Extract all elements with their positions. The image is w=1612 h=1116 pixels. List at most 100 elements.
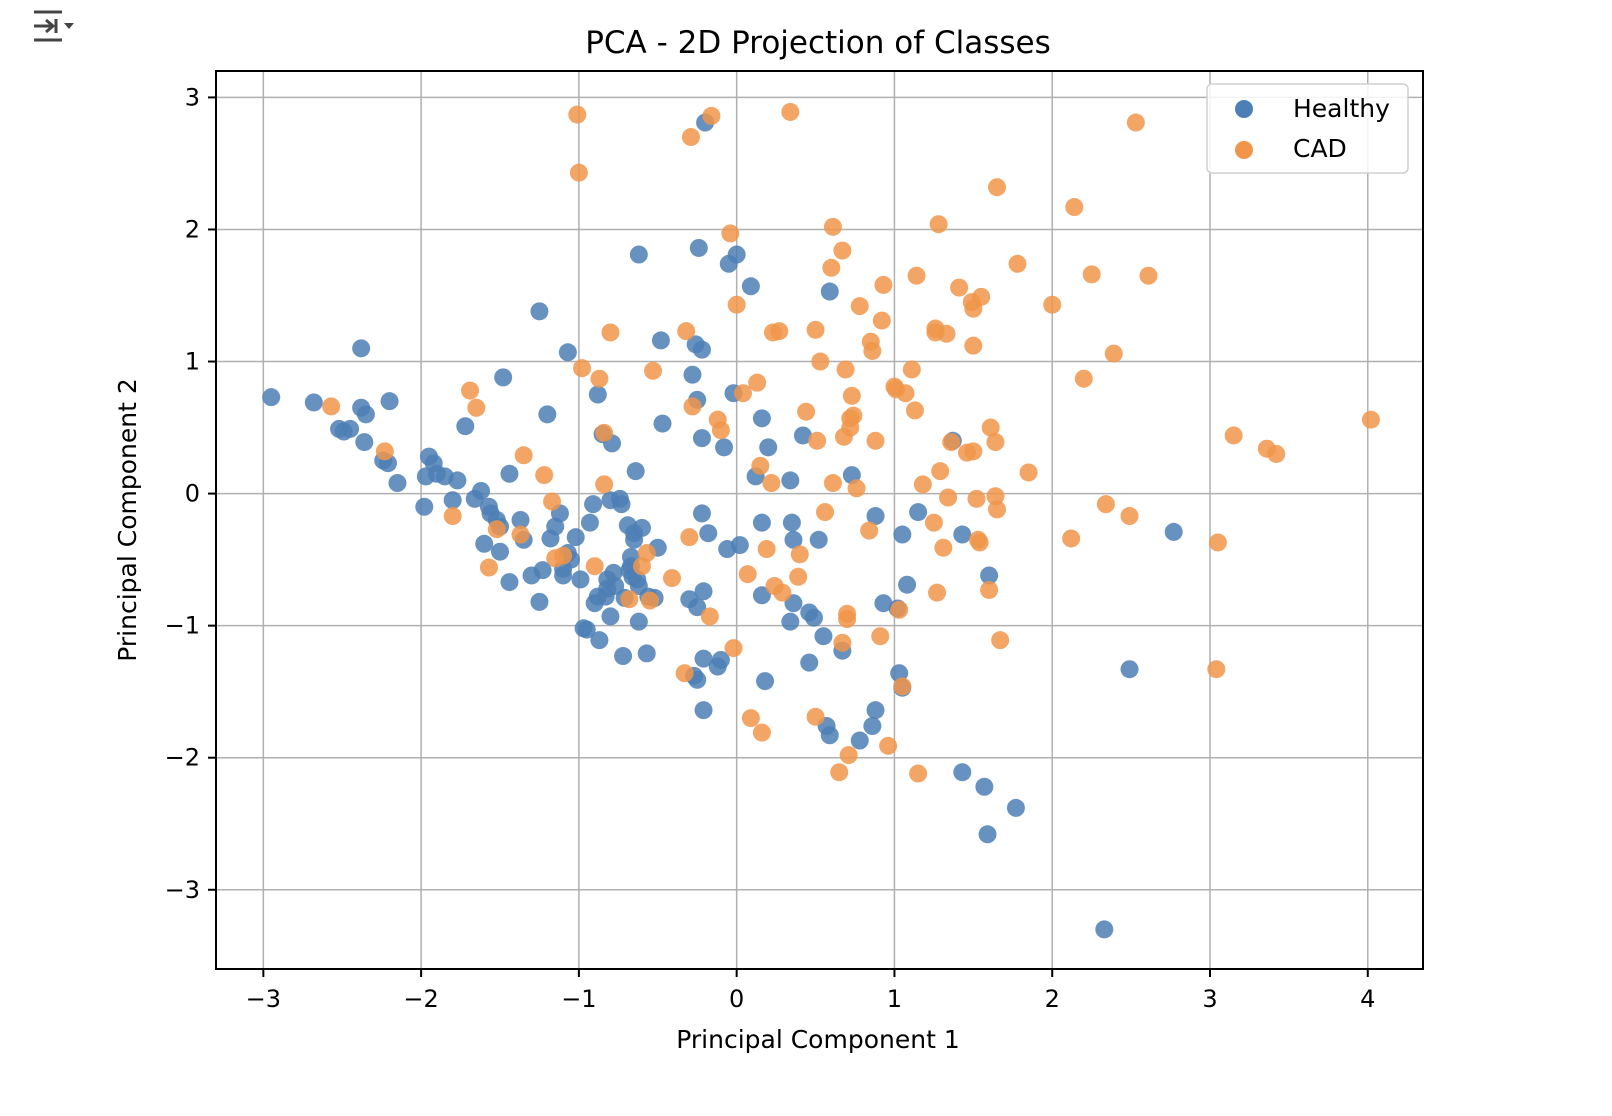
point-healthy: [472, 481, 491, 500]
point-cad: [1043, 295, 1062, 314]
point-cad: [806, 707, 825, 726]
x-tick-label: 3: [1202, 985, 1217, 1013]
point-cad: [461, 381, 480, 400]
point-cad: [913, 475, 932, 494]
point-healthy: [820, 726, 839, 745]
point-cad: [896, 384, 915, 403]
point-healthy: [980, 566, 999, 585]
y-tick-label: −2: [165, 744, 200, 772]
point-healthy: [1095, 920, 1114, 939]
point-cad: [939, 488, 958, 507]
point-cad: [683, 397, 702, 416]
point-cad: [836, 360, 855, 379]
point-cad: [991, 631, 1010, 650]
point-healthy: [491, 542, 509, 561]
axes-frame: [215, 70, 1424, 970]
point-cad: [741, 709, 760, 728]
point-cad: [838, 610, 857, 629]
legend: Healthy CAD: [1206, 83, 1409, 174]
point-cad: [934, 538, 953, 557]
point-cad: [964, 336, 983, 355]
point-cad: [479, 558, 498, 577]
point-healthy: [953, 525, 972, 544]
point-cad: [640, 591, 659, 610]
point-healthy: [953, 763, 972, 782]
point-cad: [928, 583, 947, 602]
point-cad: [568, 105, 587, 124]
point-cad: [931, 462, 950, 481]
point-healthy: [475, 534, 494, 553]
point-cad: [822, 258, 841, 277]
x-axis-label: Principal Component 1: [676, 1025, 959, 1054]
collapse-output-button[interactable]: [28, 6, 80, 46]
point-healthy: [784, 530, 803, 549]
point-cad: [1062, 529, 1081, 548]
point-cad: [721, 224, 740, 243]
point-cad: [823, 217, 842, 236]
point-healthy: [759, 438, 778, 457]
legend-label-healthy: Healthy: [1293, 94, 1390, 123]
point-cad: [844, 406, 863, 425]
point-cad: [986, 433, 1005, 452]
point-cad: [675, 664, 694, 683]
point-healthy: [456, 417, 475, 436]
point-healthy: [752, 586, 771, 605]
point-cad: [811, 352, 830, 371]
point-healthy: [866, 701, 885, 720]
point-cad: [988, 178, 1006, 197]
point-cad: [806, 320, 825, 339]
point-healthy: [590, 631, 609, 650]
chart-title: PCA - 2D Projection of Classes: [585, 25, 1051, 61]
point-cad: [924, 513, 943, 532]
point-healthy: [533, 561, 552, 580]
point-cad: [681, 128, 700, 147]
point-cad: [988, 500, 1006, 519]
point-healthy: [633, 518, 651, 537]
point-cad: [1224, 426, 1243, 445]
point-healthy: [571, 570, 590, 589]
point-cad: [937, 324, 956, 343]
point-healthy: [692, 429, 711, 448]
x-tick-label: −3: [246, 985, 281, 1013]
point-cad: [1208, 533, 1227, 552]
point-cad: [620, 590, 639, 609]
point-cad: [601, 323, 620, 342]
point-healthy: [304, 393, 323, 412]
point-cad: [751, 456, 770, 475]
point-cad: [942, 433, 961, 452]
point-cad: [981, 418, 1000, 437]
point-cad: [677, 322, 696, 341]
point-healthy: [415, 497, 434, 516]
point-cad: [1126, 113, 1145, 132]
point-cad: [816, 503, 835, 522]
legend-box: [1206, 83, 1409, 174]
point-cad: [1008, 254, 1027, 273]
point-healthy: [975, 777, 994, 796]
point-healthy: [637, 644, 656, 663]
point-cad: [724, 639, 743, 658]
y-tick-label: 3: [185, 83, 200, 111]
point-healthy: [727, 245, 746, 264]
point-cad: [1065, 198, 1084, 217]
point-cad: [839, 746, 858, 765]
point-cad: [872, 311, 891, 330]
point-healthy: [752, 409, 771, 428]
point-cad: [554, 546, 573, 565]
point-cad: [770, 322, 789, 341]
point-cad: [797, 402, 816, 421]
point-healthy: [443, 491, 462, 510]
point-cad: [860, 521, 879, 540]
point-healthy: [741, 277, 760, 296]
point-healthy: [262, 388, 281, 407]
point-cad: [711, 421, 730, 440]
point-cad: [595, 423, 614, 442]
point-healthy: [756, 672, 775, 691]
point-cad: [375, 442, 394, 461]
point-healthy: [352, 339, 371, 358]
point-healthy: [793, 426, 812, 445]
point-healthy: [809, 530, 828, 549]
point-healthy: [1006, 798, 1025, 817]
point-cad: [874, 275, 893, 294]
point-healthy: [1120, 660, 1139, 679]
